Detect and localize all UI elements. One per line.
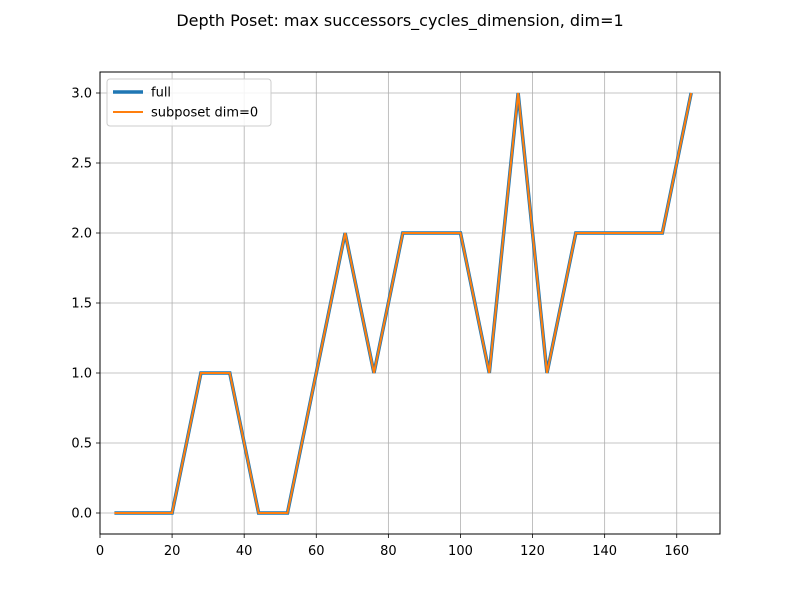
x-tick-label: 60 <box>308 544 325 559</box>
x-tick-label: 40 <box>236 544 253 559</box>
y-tick-label: 2.5 <box>71 157 92 172</box>
x-tick-label: 160 <box>664 544 689 559</box>
x-tick-label: 20 <box>164 544 181 559</box>
y-tick-label: 2.0 <box>71 227 92 242</box>
x-tick-label: 120 <box>520 544 545 559</box>
y-tick-label: 0.0 <box>71 507 92 522</box>
series-lines <box>114 92 693 515</box>
x-tick-label: 80 <box>380 544 397 559</box>
x-tick-label: 0 <box>96 544 104 559</box>
x-tick-label: 140 <box>592 544 617 559</box>
legend-label: subposet dim=0 <box>151 106 258 121</box>
legend: full subposet dim=0 <box>106 78 272 127</box>
y-tick-label: 1.5 <box>71 297 92 312</box>
legend-box <box>106 78 272 127</box>
y-tick-label: 1.0 <box>71 367 92 382</box>
x-tick-label: 100 <box>448 544 473 559</box>
chart-title: Depth Poset: max successors_cycles_dimen… <box>176 11 623 31</box>
series-line-subposet-dim-0 <box>114 92 693 514</box>
y-tick-label: 0.5 <box>71 437 92 452</box>
axis-ticks: 0 20 40 60 80 100 120 140 160 0.0 0.5 1.0 1.5 2.0 2.5 3… <box>71 87 689 560</box>
y-tick-label: 3.0 <box>71 87 92 102</box>
legend-label: full <box>151 86 171 101</box>
